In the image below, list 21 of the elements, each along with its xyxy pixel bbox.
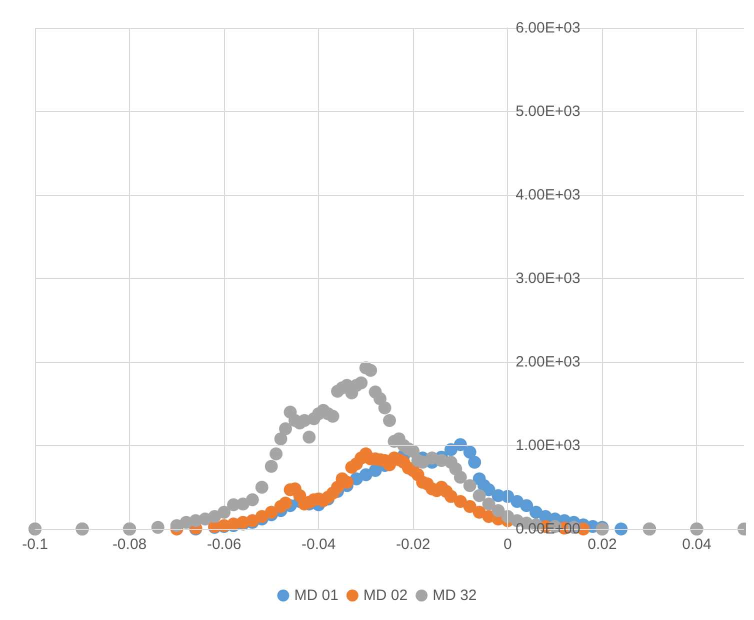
y-tick-label: 6.00E+03 [516, 20, 580, 36]
x-tick-label: -0.08 [112, 536, 147, 553]
y-tick-label: 3.00E+03 [516, 270, 580, 287]
y-tick-label: 2.00E+03 [516, 354, 580, 370]
x-tick-label: -0.04 [302, 536, 336, 553]
x-tick-label: 0 [503, 536, 512, 553]
y-tick-label: 4.00E+03 [516, 186, 580, 204]
x-tick-label: -0.06 [206, 536, 242, 553]
point [614, 522, 628, 536]
legend-label: MD 02 [363, 587, 408, 604]
point [468, 456, 482, 469]
y-tick-label: 1.00E+03 [516, 437, 580, 454]
x-tick-label: -0.02 [396, 536, 430, 553]
x-tick-label: 0.04 [682, 536, 712, 553]
x-tick-label: 0.02 [588, 536, 617, 553]
y-tick-label: 5.00E+03 [516, 103, 580, 120]
legend-label: MD 32 [432, 587, 477, 604]
point [463, 446, 476, 459]
legend-label: MD 01 [294, 587, 338, 604]
point [520, 499, 534, 512]
x-tick-label: -0.1 [22, 536, 48, 553]
